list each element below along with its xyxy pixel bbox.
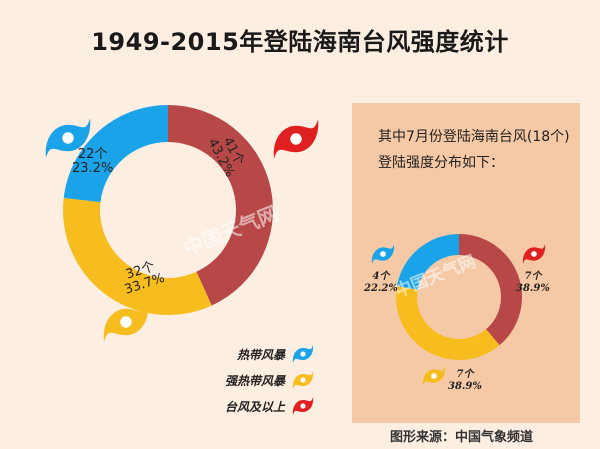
legend-label: 强热带风暴: [224, 374, 285, 388]
july-pct-typhoon: 38.9%: [516, 283, 550, 294]
donut-main: [62, 105, 274, 315]
typhoon-icon: [292, 345, 314, 363]
legend-item-tropical: 热带风暴: [205, 342, 315, 368]
typhoon-icon: [371, 244, 395, 264]
legend: 热带风暴 强热带风暴 台风及以上: [205, 342, 315, 420]
july-label-typhoon: 7个 38.9%: [516, 271, 550, 295]
july-label-tropical: 4个 22.2%: [364, 271, 398, 295]
donut-slice-0: [63, 105, 168, 203]
july-count-tropical: 4个: [372, 271, 390, 282]
july-pct-severe: 38.9%: [448, 381, 482, 392]
typhoon-icon: [273, 119, 319, 159]
donut-slice-2: [459, 234, 522, 346]
typhoon-icon: [103, 302, 149, 342]
july-count-severe: 7个: [456, 369, 474, 380]
typhoon-icon: [292, 371, 314, 389]
july-pct-tropical: 22.2%: [364, 283, 398, 294]
july-panel: [352, 103, 580, 423]
typhoon-icon: [522, 244, 546, 264]
main-count-tropical: 22个: [77, 147, 108, 162]
source-credit: 图形来源：中国气象频道: [390, 430, 534, 445]
donut-slice-1: [396, 286, 500, 360]
typhoon-icon: [292, 397, 314, 415]
legend-label: 台风及以上: [224, 400, 285, 414]
chart-icons: [45, 118, 546, 386]
july-label-severe: 7个 38.9%: [448, 369, 482, 393]
donut-slice-0: [396, 234, 459, 290]
typhoon-icon: [45, 118, 91, 158]
page-title: 1949-2015年登陆海南台风强度统计: [91, 28, 509, 56]
main-pct-tropical: 23.2%: [72, 161, 114, 176]
july-note: 其中7月份登陆海南台风(18个)登陆强度分布如下：: [378, 129, 570, 171]
legend-item-severe: 强热带风暴: [205, 368, 315, 394]
main-label-tropical: 22个 23.2%: [72, 148, 113, 176]
donut-july: [396, 234, 522, 360]
legend-label: 热带风暴: [236, 348, 285, 362]
typhoon-icon: [422, 366, 446, 386]
july-count-typhoon: 7个: [524, 271, 542, 282]
donut-slice-2: [168, 105, 274, 306]
donut-slice-1: [62, 197, 212, 315]
legend-item-typhoon: 台风及以上: [205, 394, 315, 420]
